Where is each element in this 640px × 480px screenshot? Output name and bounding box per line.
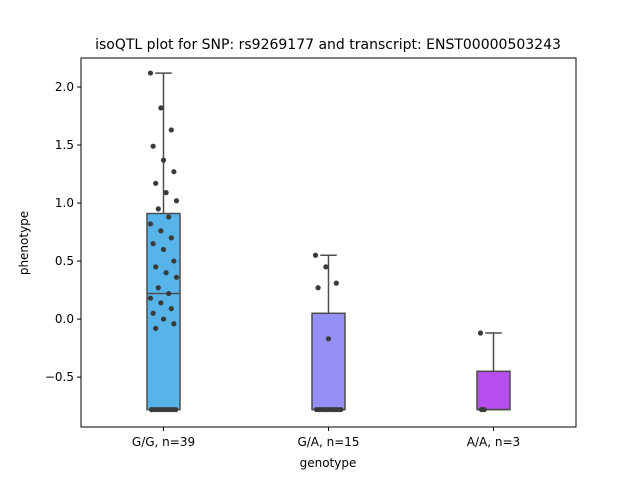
data-point: [163, 270, 169, 276]
y-tick-label: 1.5: [55, 138, 74, 152]
y-tick-label: 1.0: [55, 196, 74, 210]
data-point: [150, 310, 156, 316]
plot-area: [146, 70, 511, 413]
y-tick-label: 0.5: [55, 254, 74, 268]
data-point: [171, 258, 177, 264]
data-point: [338, 406, 344, 413]
data-point: [150, 143, 156, 149]
data-point: [168, 306, 174, 312]
y-axis-label: phenotype: [17, 211, 31, 275]
axes: −0.5 0.0 0.5 1.0 1.5 2.0 G/G, n=39 G/A, n=15 A/A…: [45, 80, 520, 449]
data-point: [158, 105, 164, 111]
data-point: [160, 246, 167, 253]
data-point: [147, 295, 154, 301]
data-point: [312, 252, 319, 258]
box-group: [311, 254, 346, 411]
data-point: [173, 406, 179, 413]
box-group: [476, 332, 511, 411]
data-point: [153, 325, 159, 331]
data-point: [315, 285, 321, 291]
y-tick-label: 0.0: [55, 312, 74, 326]
x-axis-label: genotype: [300, 456, 357, 470]
data-point: [160, 157, 167, 163]
data-point: [160, 316, 167, 322]
data-point: [171, 169, 177, 175]
data-point: [153, 264, 159, 270]
data-point: [481, 406, 487, 413]
data-point: [477, 330, 484, 336]
data-point: [168, 235, 174, 241]
data-point: [166, 214, 172, 220]
box: [476, 370, 511, 411]
box: [311, 312, 346, 411]
data-point: [158, 300, 164, 306]
data-point: [163, 190, 169, 196]
data-point: [168, 127, 174, 133]
y-tick-label: 2.0: [55, 80, 74, 94]
y-tick-label: −0.5: [45, 370, 74, 384]
data-point: [158, 228, 164, 234]
data-point: [173, 198, 180, 204]
x-tick-label: A/A, n=3: [467, 435, 520, 449]
x-tick-label: G/G, n=39: [132, 435, 195, 449]
data-point: [173, 274, 180, 280]
data-point: [155, 206, 161, 212]
data-point: [155, 285, 161, 291]
data-point: [153, 180, 159, 186]
x-tick-label: G/A, n=15: [297, 435, 359, 449]
data-point: [171, 321, 177, 327]
chart-title: isoQTL plot for SNP: rs9269177 and trans…: [95, 37, 561, 53]
data-point: [323, 264, 329, 270]
data-point: [150, 241, 156, 247]
data-point: [325, 336, 332, 342]
data-point: [147, 70, 154, 76]
data-point: [333, 280, 339, 286]
data-point: [147, 221, 154, 227]
data-point: [166, 290, 172, 297]
